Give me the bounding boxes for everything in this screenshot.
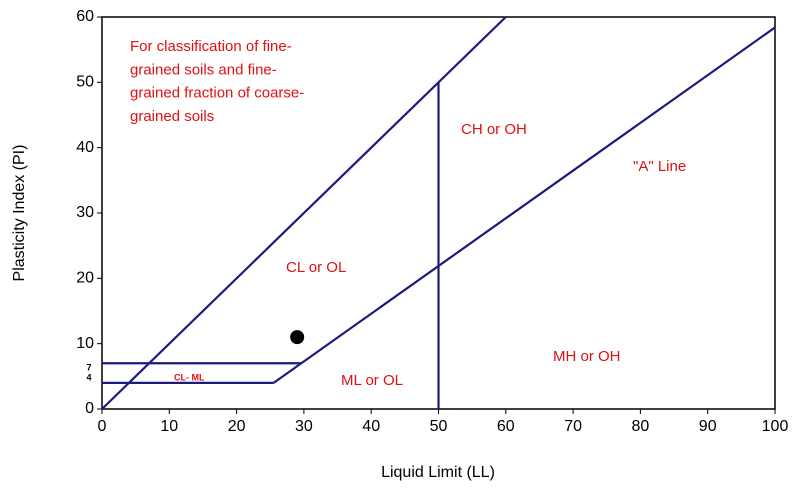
y-axis-label: Plasticity Index (PI): [11, 145, 28, 282]
y-tick-label: 50: [76, 74, 94, 91]
x-tick-label: 20: [228, 418, 246, 435]
annotation: CL- ML: [174, 372, 205, 382]
annotation: CH or OH: [461, 121, 527, 138]
y-tick-label: 30: [76, 204, 94, 221]
x-tick-label: 80: [632, 418, 650, 435]
x-axis-label: Liquid Limit (LL): [381, 464, 495, 481]
annotation: ML or OL: [341, 372, 403, 389]
x-tick-label: 40: [362, 418, 380, 435]
y-tick-label: 10: [76, 335, 94, 352]
annotation: grained soils: [130, 108, 214, 125]
y-tick-label: 60: [76, 8, 94, 25]
x-tick-label: 60: [497, 418, 515, 435]
x-tick-label: 10: [160, 418, 178, 435]
annotation: grained fraction of coarse-: [130, 85, 304, 102]
annotation: "A" Line: [633, 158, 686, 175]
annotation: grained soils and fine-: [130, 61, 277, 78]
y-tick-label: 40: [76, 139, 94, 156]
x-tick-label: 30: [295, 418, 313, 435]
annotation: For classification of fine-: [130, 38, 292, 55]
data-point: [290, 330, 305, 345]
x-tick-label: 0: [98, 418, 107, 435]
y-tick-label: 0: [85, 400, 94, 417]
boundary-line: [272, 26, 776, 384]
x-tick-label: 100: [762, 418, 789, 435]
x-tick-label: 70: [564, 418, 582, 435]
x-tick-label: 90: [699, 418, 717, 435]
small-y-tick-label: 7: [86, 362, 91, 372]
annotation: CL or OL: [286, 259, 346, 276]
x-tick-label: 50: [430, 418, 448, 435]
annotation: MH or OH: [553, 348, 621, 365]
small-y-tick-label: 4: [86, 372, 91, 382]
y-tick-label: 20: [76, 270, 94, 287]
